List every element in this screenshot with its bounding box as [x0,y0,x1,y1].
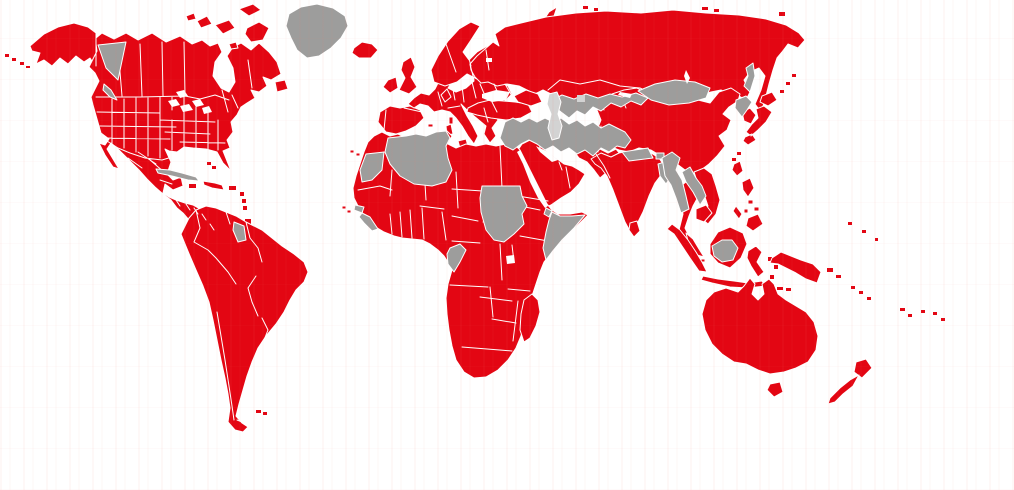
vancouver-island [102,83,118,101]
nepal [621,147,654,162]
hispaniola [202,180,225,191]
new-zealand [827,358,873,405]
black-sea [482,90,510,102]
myanmar [661,151,690,214]
new-guinea [769,251,822,284]
iberia [377,105,425,135]
lake-victoria [506,255,515,264]
red-sea [517,150,548,208]
iceland [351,41,379,59]
covered-countries-layer [5,3,945,433]
ireland [382,76,399,94]
australia [701,277,819,375]
sakhalin [743,62,756,93]
sierra-leone-liberia [358,212,379,232]
guyana [232,221,247,243]
great-britain [398,56,418,95]
cambodia [695,204,713,223]
newfoundland [274,79,289,93]
guinea-bissau [353,204,365,214]
micronesia-specks [848,222,878,241]
great-lakes [168,90,212,114]
japan [742,91,778,146]
south-america-borders [193,209,269,425]
somalia [542,211,586,261]
caspian-sea [546,91,563,141]
greenland [285,3,349,59]
north-america-borders [95,37,253,231]
madagascar [519,293,541,343]
java [700,275,766,289]
canadian-arctic-islands [185,3,270,50]
persian-gulf [536,146,558,162]
south-america-mainland [180,205,309,433]
denmark [440,88,452,103]
western-sahara [359,151,385,183]
aral-sea [577,95,585,102]
sri-lanka [628,220,641,238]
tasmania [766,381,784,398]
europe-mainland [407,64,513,145]
djibouti [543,207,553,218]
republic-of-congo [446,243,467,273]
mongolia [637,79,711,106]
sudan-south-sudan [479,185,528,243]
north-korea [734,95,753,118]
north-america-mainland [88,32,282,242]
falkland-islands [256,410,267,415]
laos [681,166,707,206]
sulawesi [746,245,765,278]
taiwan [731,160,744,177]
east-asia-island-specks [732,74,796,161]
russia-kazakhstan-borders [504,79,649,97]
cuba [155,168,200,182]
melanesia-pacific-specks [827,268,945,321]
sumatra [666,223,708,273]
yukon [97,41,127,81]
water-layer [168,58,690,264]
not-covered-countries-layer [97,3,756,273]
central-asia [551,92,649,119]
scandinavia [430,21,508,87]
philippines [732,177,764,232]
caucasus [513,89,543,107]
kalimantan [711,239,739,263]
algeria [384,130,453,187]
aleutian-islands [5,54,30,68]
